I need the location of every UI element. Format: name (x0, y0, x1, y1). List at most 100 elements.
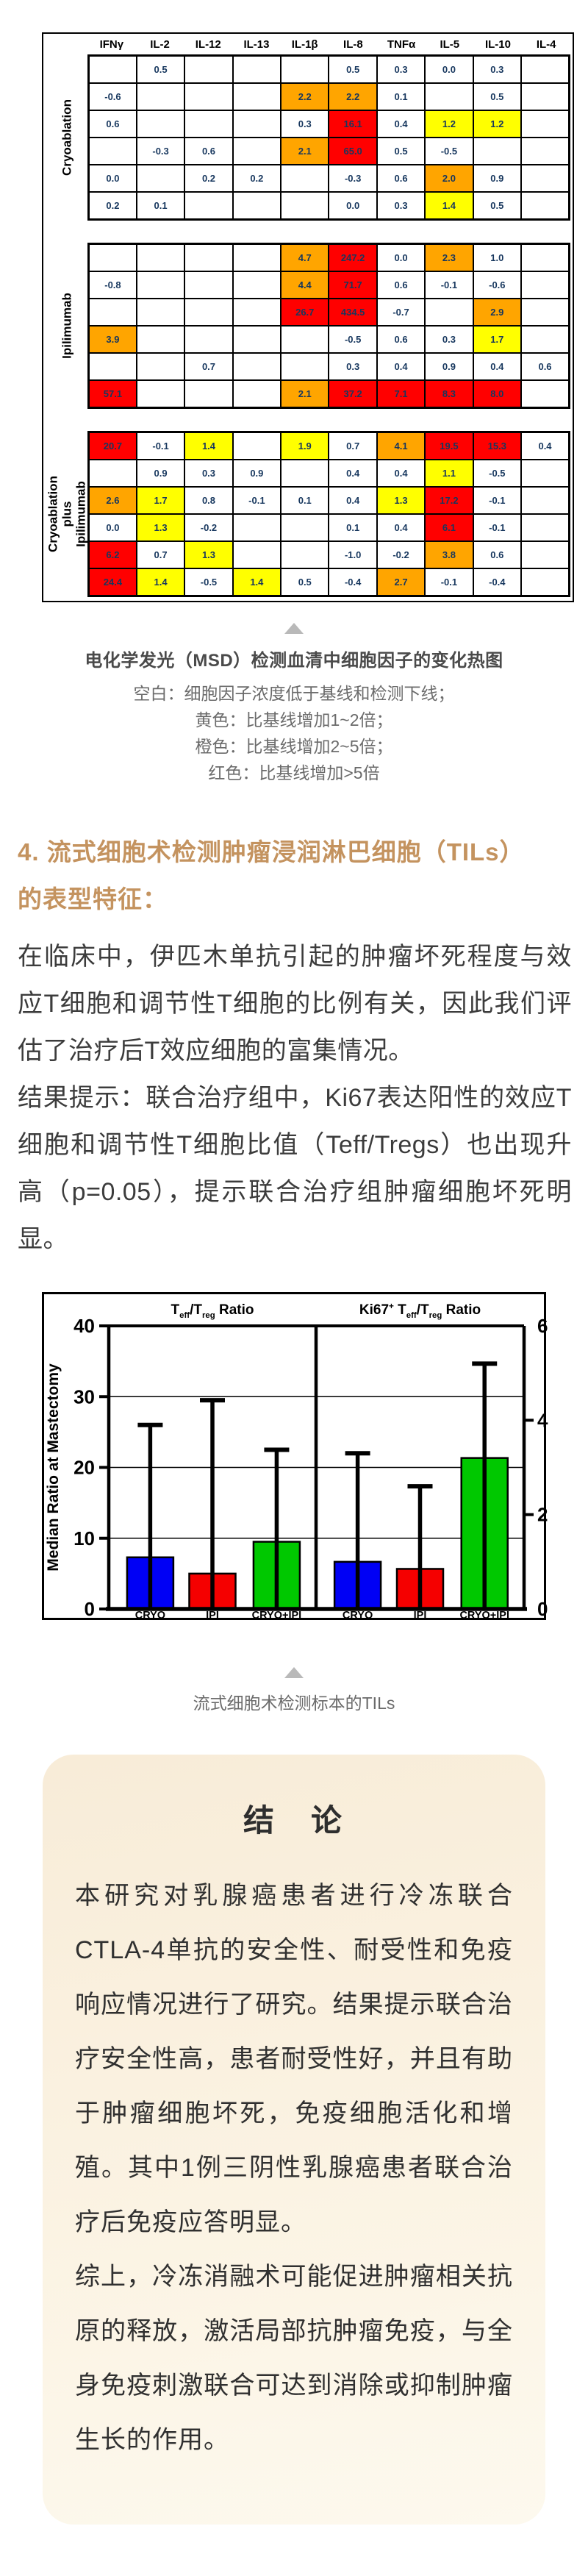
heatmap-cell (135, 110, 186, 138)
heatmap-cell: 24.4 (87, 568, 137, 597)
heatmap-cell: -0.4 (472, 568, 523, 597)
heatmap-cell: 1.4 (184, 431, 234, 460)
heatmap-cell: 0.6 (472, 540, 523, 569)
heatmap-cell: 0.0 (424, 54, 474, 84)
heatmap-cell: 1.3 (376, 486, 426, 515)
heatmap-cell: 0.6 (376, 271, 426, 299)
heatmap-cell: 0.4 (328, 486, 378, 515)
heatmap-cell (135, 352, 186, 381)
heatmap-cell: 1.3 (135, 513, 186, 542)
heatmap-cell (280, 325, 330, 354)
heatmap-cell (520, 459, 570, 488)
heatmap-cell: 0.7 (184, 352, 234, 381)
heatmap-cell: 4.1 (376, 431, 426, 460)
heatmap-cell (520, 540, 570, 569)
heatmap-cell (232, 379, 282, 409)
caption-arrow-icon (284, 1667, 304, 1678)
heatmap-cell: 0.7 (135, 540, 186, 569)
heatmap-cell: 0.2 (184, 164, 234, 193)
svg-text:2: 2 (537, 1504, 548, 1526)
svg-text:Median Ratio at Mastectomy: Median Ratio at Mastectomy (45, 1363, 62, 1571)
heatmap-cell: 0.4 (376, 110, 426, 138)
heatmap-caption: 电化学发光（MSD）检测血清中细胞因子的变化热图 空白：细胞因子浓度低于基线和检… (0, 623, 588, 786)
heatmap-cell (232, 271, 282, 299)
heatmap-cell: 2.3 (424, 243, 474, 272)
svg-text:0: 0 (537, 1598, 548, 1620)
heatmap-caption-line: 红色：比基线增加>5倍 (208, 763, 380, 782)
heatmap-cell: 247.2 (328, 243, 378, 272)
heatmap-column-header: IL-4 (536, 38, 556, 51)
heatmap-cell (184, 298, 234, 327)
heatmap-cell: -0.5 (184, 568, 234, 597)
heatmap-column-header: IL-13 (243, 38, 270, 51)
heatmap-cell: -0.1 (472, 513, 523, 542)
heatmap-cell: 0.9 (135, 459, 186, 488)
heatmap-column-header: IL-10 (484, 38, 511, 51)
heatmap-cell: -0.1 (472, 486, 523, 515)
heatmap-cell (232, 243, 282, 272)
heatmap-row: 0.5 0.5 0.3 0.0 0.3 (87, 54, 570, 84)
heatmap-cell: 0.3 (184, 459, 234, 488)
heatmap-column-header: IL-1β (291, 38, 318, 51)
heatmap-row: 26.7 434.5 -0.7 2.9 (87, 298, 570, 327)
heatmap-cell (184, 379, 234, 409)
heatmap-cell: 2.2 (280, 82, 330, 111)
heatmap-cell: 57.1 (87, 379, 137, 409)
heatmap-cell (135, 325, 186, 354)
body-paragraph: 结果提示：联合治疗组中，Ki67表达阳性的效应T细胞和调节性T细胞比值（Teff… (18, 1084, 572, 1253)
heatmap-cell: 434.5 (328, 298, 378, 327)
svg-text:Ki67+ Teff/Treg Ratio: Ki67+ Teff/Treg Ratio (359, 1302, 481, 1320)
heatmap-cell: 15.3 (472, 431, 523, 460)
heatmap-cell: 8.0 (472, 379, 523, 409)
heatmap-cell: -0.3 (328, 164, 378, 193)
heatmap-cell (520, 137, 570, 165)
heatmap-cell: 3.9 (87, 325, 137, 354)
heatmap-row: 0.7 0.3 0.4 0.9 0.4 0.6 (87, 352, 570, 381)
heatmap-cell (472, 137, 523, 165)
svg-text:CRYO+IPI: CRYO+IPI (252, 1610, 302, 1621)
svg-text:30: 30 (74, 1385, 95, 1407)
heatmap-cell: 0.2 (232, 164, 282, 193)
heatmap-cell: 0.3 (376, 191, 426, 221)
heatmap-cell (232, 352, 282, 381)
heatmap-row: 2.6 1.7 0.8 -0.1 0.1 0.4 1.3 17.2 -0.1 (87, 486, 570, 515)
heatmap-row: 20.7 -0.1 1.4 1.9 0.7 4.1 19.5 15.3 0.4 (87, 431, 570, 460)
heatmap-cell: 1.2 (424, 110, 474, 138)
section-heading-line1: 4. 流式细胞术检测肿瘤浸润淋巴细胞（TILs） (18, 838, 525, 866)
heatmap-cell: -0.2 (184, 513, 234, 542)
heatmap-row: -0.6 2.2 2.2 0.1 0.5 (87, 82, 570, 111)
heatmap-row: 4.7 247.2 0.0 2.3 1.0 (87, 243, 570, 272)
heatmap-cell: -0.5 (424, 137, 474, 165)
heatmap-cell: 0.0 (87, 164, 137, 193)
heatmap-caption-line: 黄色：比基线增加1~2倍； (195, 710, 393, 729)
heatmap-cell: 0.5 (280, 568, 330, 597)
section-body: 在临床中，伊匹木单抗引起的肿瘤坏死程度与效应T细胞和调节性T细胞的比例有关，因此… (18, 933, 572, 1263)
svg-text:40: 40 (74, 1315, 95, 1337)
heatmap-row: 3.9 -0.5 0.6 0.3 1.7 (87, 325, 570, 354)
heatmap-cell: 0.5 (472, 82, 523, 111)
heatmap-cell: 1.4 (135, 568, 186, 597)
chart-caption-text: 流式细胞术检测标本的TILs (193, 1694, 395, 1713)
heatmap-cell: 65.0 (328, 137, 378, 165)
heatmap-cell (520, 379, 570, 409)
heatmap-cell: 0.4 (520, 431, 570, 460)
heatmap-cell: -0.6 (87, 82, 137, 111)
heatmap-cell: 2.6 (87, 486, 137, 515)
heatmap-cell: -0.7 (376, 298, 426, 327)
heatmap-cell (184, 271, 234, 299)
heatmap-cell: -1.0 (328, 540, 378, 569)
heatmap-cell (424, 298, 474, 327)
heatmap-cell: 1.7 (135, 486, 186, 515)
heatmap-cell: 0.4 (376, 459, 426, 488)
heatmap-group: Cryoablation plus Ipilimumab 20.7 -0.1 1.4 1… (46, 431, 570, 597)
heatmap-cell (135, 82, 186, 111)
heatmap-group: Ipilimumab 4.7 247.2 0.0 2.3 1.0 -0.8 4.4 71.7 0.… (46, 243, 570, 409)
heatmap-row: 24.4 1.4 -0.5 1.4 0.5 -0.4 2.7 -0.1 -0.4 (87, 568, 570, 597)
heatmap-cell: 0.6 (87, 110, 137, 138)
conclusion-paragraph: 综上，冷冻消融术可能促进肿瘤相关抗原的释放，激活局部抗肿瘤免疫，与全身免疫刺激联… (75, 2263, 513, 2454)
heatmap-cell: 16.1 (328, 110, 378, 138)
heatmap-cell (184, 54, 234, 84)
heatmap-cell: -0.8 (87, 271, 137, 299)
heatmap-cell: 0.5 (376, 137, 426, 165)
heatmap-cell: 0.1 (135, 191, 186, 221)
